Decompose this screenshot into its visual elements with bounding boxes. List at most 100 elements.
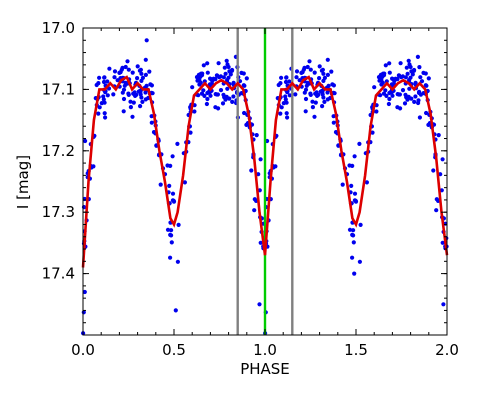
data-point bbox=[400, 88, 406, 93]
data-point bbox=[390, 93, 395, 98]
data-point bbox=[410, 72, 415, 77]
x-tick-label: 1.0 bbox=[253, 341, 277, 359]
x-tick-label: 0.0 bbox=[71, 341, 95, 359]
data-point bbox=[287, 79, 292, 84]
data-point bbox=[192, 109, 197, 114]
data-point bbox=[312, 114, 317, 119]
data-point bbox=[322, 75, 327, 80]
data-point bbox=[133, 93, 138, 98]
x-axis: 0.0 0.5 1.0 1.5 2.0 bbox=[71, 28, 459, 359]
data-point bbox=[190, 85, 195, 90]
data-point bbox=[143, 57, 148, 62]
data-point bbox=[279, 105, 284, 110]
data-point bbox=[353, 199, 359, 204]
data-point bbox=[205, 70, 210, 75]
data-point bbox=[128, 99, 133, 104]
data-point bbox=[347, 227, 353, 232]
data-point bbox=[350, 163, 355, 168]
data-point bbox=[308, 92, 313, 97]
data-point bbox=[197, 82, 202, 87]
data-point bbox=[386, 101, 391, 107]
data-point bbox=[415, 54, 420, 60]
data-point bbox=[97, 75, 102, 80]
data-point bbox=[199, 91, 205, 96]
data-point bbox=[149, 120, 154, 125]
data-point bbox=[398, 61, 403, 66]
data-point bbox=[175, 141, 180, 146]
data-point bbox=[317, 76, 322, 81]
x-axis-label: PHASE bbox=[240, 360, 290, 378]
data-point bbox=[169, 240, 174, 245]
data-point bbox=[351, 240, 356, 245]
data-point bbox=[158, 182, 163, 187]
data-point bbox=[244, 76, 249, 81]
data-point bbox=[352, 191, 358, 196]
data-point bbox=[122, 83, 127, 88]
data-point bbox=[412, 99, 417, 104]
data-point bbox=[105, 93, 110, 98]
data-point bbox=[143, 90, 148, 95]
data-point bbox=[228, 72, 233, 77]
data-point bbox=[257, 302, 262, 307]
data-point bbox=[221, 92, 226, 97]
data-point bbox=[377, 78, 382, 83]
data-point bbox=[237, 79, 243, 84]
data-point bbox=[387, 70, 392, 75]
data-point bbox=[208, 93, 213, 98]
data-point bbox=[218, 88, 224, 93]
data-point bbox=[308, 67, 313, 72]
data-point bbox=[103, 115, 108, 120]
data-point bbox=[322, 99, 327, 104]
x-tick-label: 1.5 bbox=[344, 341, 368, 359]
data-point bbox=[143, 72, 148, 77]
data-point bbox=[231, 94, 236, 99]
data-point bbox=[107, 66, 112, 71]
data-point bbox=[213, 92, 218, 97]
data-point bbox=[112, 69, 118, 74]
data-point bbox=[387, 96, 392, 102]
data-point bbox=[123, 64, 128, 70]
data-point bbox=[165, 227, 171, 232]
data-point bbox=[417, 115, 422, 120]
data-point bbox=[406, 58, 411, 63]
data-point bbox=[130, 114, 135, 119]
data-point bbox=[402, 101, 408, 106]
data-point bbox=[147, 69, 152, 74]
data-point bbox=[349, 183, 354, 188]
y-axis-label: I [mag] bbox=[14, 155, 32, 209]
data-point bbox=[224, 94, 229, 99]
data-point bbox=[214, 73, 219, 78]
data-point bbox=[403, 92, 408, 97]
y-tick-label: 17.4 bbox=[42, 265, 75, 283]
data-point bbox=[434, 208, 439, 213]
data-point bbox=[396, 73, 401, 78]
y-tick-label: 17.0 bbox=[42, 19, 75, 37]
data-point bbox=[211, 76, 216, 81]
data-point bbox=[424, 110, 429, 116]
data-point bbox=[321, 71, 326, 76]
data-point bbox=[276, 82, 281, 88]
data-point bbox=[135, 64, 140, 69]
data-point bbox=[313, 100, 318, 105]
data-point bbox=[424, 83, 429, 88]
data-point bbox=[408, 64, 413, 70]
data-point bbox=[195, 78, 200, 83]
data-point bbox=[418, 92, 423, 97]
data-point bbox=[125, 59, 130, 64]
data-point bbox=[379, 82, 384, 87]
data-point bbox=[329, 69, 334, 74]
data-point bbox=[331, 120, 336, 125]
data-point bbox=[94, 82, 99, 88]
data-point bbox=[320, 104, 325, 109]
data-point bbox=[426, 76, 431, 81]
data-point bbox=[440, 157, 445, 162]
data-point bbox=[283, 97, 288, 102]
data-point bbox=[310, 105, 315, 110]
data-point bbox=[340, 182, 345, 187]
data-point bbox=[220, 101, 226, 106]
data-point bbox=[128, 105, 133, 110]
data-point bbox=[111, 92, 116, 97]
data-point bbox=[407, 86, 412, 91]
data-point bbox=[315, 93, 320, 98]
data-point bbox=[120, 90, 125, 95]
